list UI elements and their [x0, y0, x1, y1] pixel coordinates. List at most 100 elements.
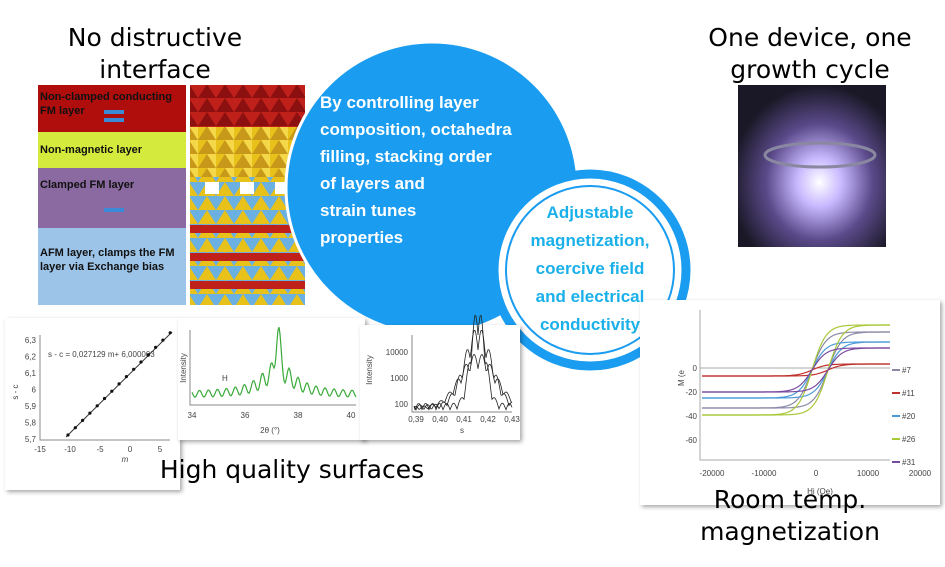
- axis: [699, 310, 890, 461]
- photo-detail: [763, 141, 877, 169]
- tick-label: -15: [34, 445, 46, 454]
- layer-label: Non-magnetic layer: [40, 144, 143, 156]
- point: [117, 382, 121, 386]
- legend-label: #11: [902, 389, 915, 398]
- point: [161, 338, 165, 342]
- tick-label: 6,2: [25, 353, 37, 362]
- circle-text: coercive field: [536, 259, 645, 278]
- layer-label: FM layer: [40, 105, 85, 117]
- circle-text: composition, octahedra: [320, 120, 512, 139]
- point: [102, 396, 107, 401]
- point: [146, 353, 150, 357]
- layer-label: Non-clamped conducting: [40, 91, 172, 103]
- layer-green: [38, 132, 186, 168]
- equation: s - c = 0,027129 m+ 6,000003: [48, 350, 155, 359]
- tick-label: -5: [96, 445, 104, 454]
- structure: [190, 225, 305, 233]
- vacancy: [240, 182, 254, 194]
- plot-frame: [640, 300, 940, 505]
- axis-label: Intensity: [179, 353, 188, 383]
- tick-label: -20: [685, 388, 697, 397]
- content: No distructive interface One device, one…: [5, 23, 940, 546]
- legend-label: #20: [902, 412, 916, 421]
- plot-frame: [360, 325, 520, 440]
- tick-label: 0: [814, 469, 819, 478]
- curve: [702, 347, 890, 393]
- tick-label: -40: [685, 412, 697, 421]
- layer-purple: [38, 168, 186, 228]
- tick-label: 5: [158, 445, 163, 454]
- tick-label: 0,40: [432, 415, 448, 424]
- legend-label: #26: [902, 435, 916, 444]
- point: [66, 433, 70, 437]
- tick-label: -10000: [752, 469, 777, 478]
- point: [81, 418, 85, 422]
- tick-label: 5,7: [25, 435, 37, 444]
- tick-label: 10000: [386, 348, 409, 357]
- tick-label: 0,41: [456, 415, 472, 424]
- curve: [191, 326, 357, 398]
- point: [88, 411, 92, 415]
- tick-label: 5,9: [25, 402, 37, 411]
- small-circle: [489, 169, 691, 371]
- small-circle-ring: [505, 185, 675, 355]
- tick-label: 36: [241, 411, 250, 420]
- point: [168, 331, 172, 335]
- tick-label: 0: [693, 364, 698, 373]
- plot-frame: [5, 318, 180, 490]
- tick-label: 38: [294, 411, 303, 420]
- curve: [702, 331, 890, 409]
- layer-label: layer via Exchange bias: [40, 261, 164, 273]
- axis: [411, 335, 512, 413]
- axis-label: s: [460, 426, 464, 435]
- curve: [413, 353, 513, 410]
- plot-frame: [178, 318, 365, 440]
- point: [154, 345, 158, 349]
- axis-label: 2θ (°): [260, 426, 280, 435]
- title: growth cycle: [730, 55, 890, 84]
- vacancy: [205, 182, 219, 194]
- title: No distructive: [68, 23, 242, 52]
- title: One device, one: [708, 23, 911, 52]
- curve: [702, 324, 890, 416]
- caption: High quality surfaces: [160, 455, 424, 484]
- tick-label: 0,42: [480, 415, 496, 424]
- series-label: H: [222, 374, 228, 383]
- point: [124, 375, 128, 379]
- axis-label: Intensity: [365, 355, 374, 385]
- layer-label: AFM layer, clamps the FM: [40, 247, 174, 259]
- tick-label: 5,8: [25, 419, 37, 428]
- layer-red: [38, 85, 186, 132]
- tick-label: -20000: [700, 469, 725, 478]
- tick-label: 6,1: [25, 369, 37, 378]
- tick-label: 1000: [390, 374, 408, 383]
- caption: magnetization: [700, 517, 880, 546]
- point: [95, 404, 99, 408]
- circle-text: properties: [320, 228, 403, 247]
- circle-text: By controlling layer: [320, 93, 479, 112]
- point: [139, 360, 143, 364]
- tick-label: 0: [128, 445, 133, 454]
- curve: [702, 363, 890, 377]
- axis-label: m: [122, 455, 129, 464]
- tick-label: 0,39: [408, 415, 424, 424]
- circle-text: and electrical: [536, 287, 645, 306]
- structure: [190, 253, 305, 261]
- arrow: [104, 110, 124, 122]
- tick-label: 10000: [857, 469, 880, 478]
- layer-label: Clamped FM layer: [40, 179, 135, 191]
- curve: [702, 341, 890, 399]
- legend-label: #31: [902, 458, 916, 467]
- point: [110, 389, 114, 393]
- structure: [190, 281, 305, 289]
- tick-label: 20000: [909, 469, 932, 478]
- circle-text: filling, stacking order: [320, 147, 492, 166]
- tick-label: 6,3: [25, 336, 37, 345]
- tick-label: 0,43: [504, 415, 520, 424]
- circle-text: magnetization,: [530, 231, 649, 250]
- structure: [190, 85, 305, 127]
- point: [132, 367, 136, 371]
- layer-blue: [38, 228, 186, 305]
- title: interface: [99, 55, 211, 84]
